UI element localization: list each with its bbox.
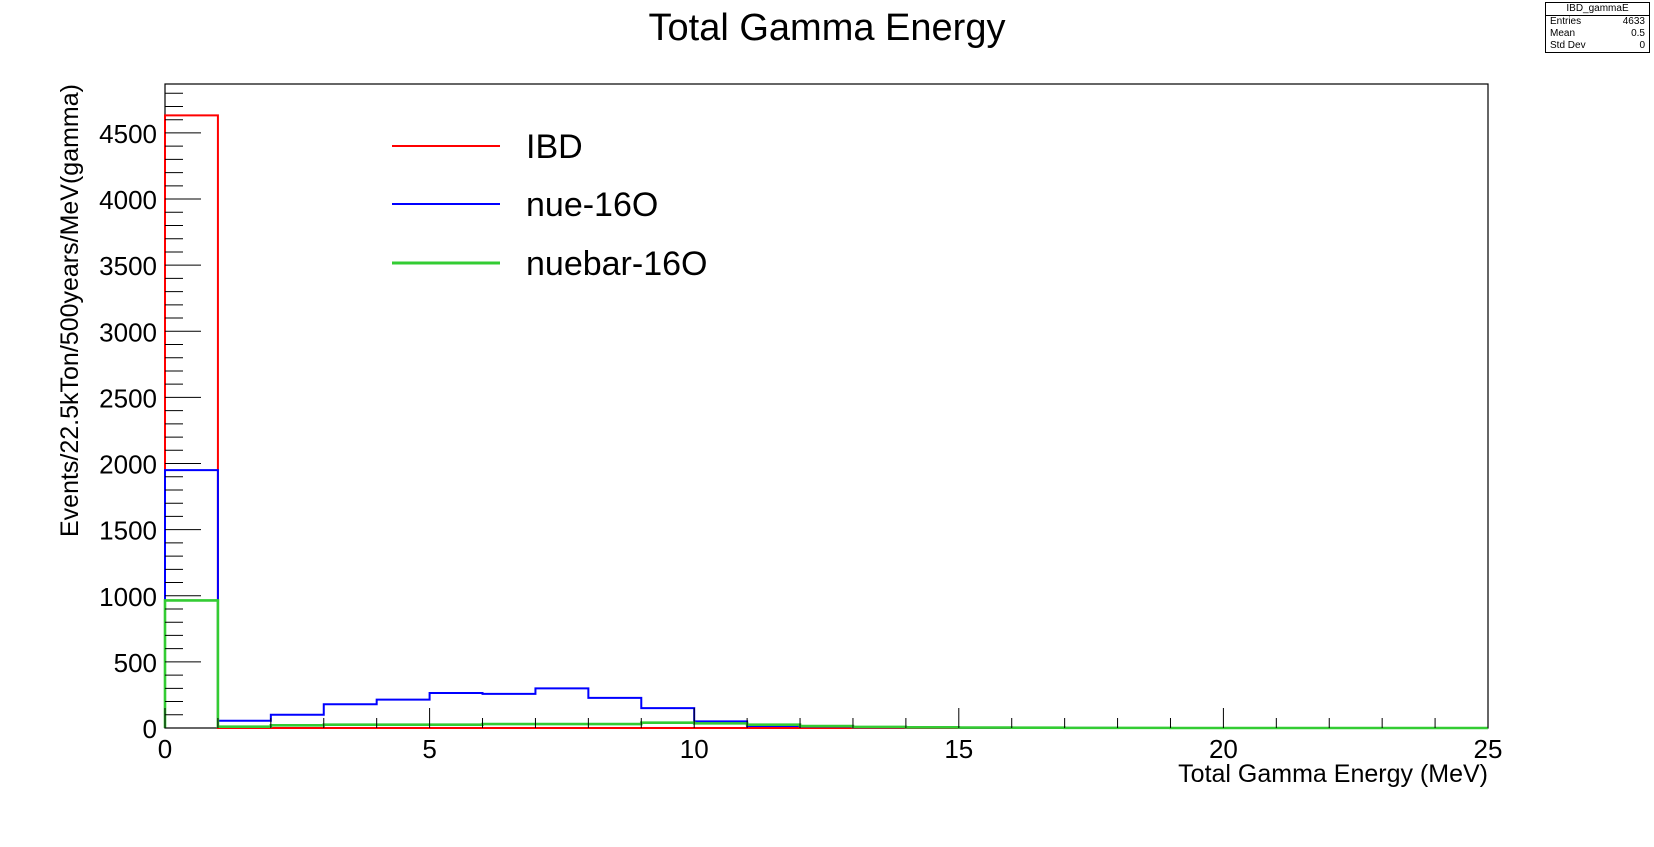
chart-title: Total Gamma Energy [649, 7, 1006, 49]
series-line-IBD [164, 114, 1488, 729]
plot-frame-rect [164, 83, 1489, 729]
x-tick-label: 5 [422, 734, 436, 764]
stats-value: 0.5 [1631, 28, 1645, 39]
y-tick-label: 2500 [99, 383, 157, 413]
series-line-nue-16O [164, 469, 1488, 729]
x-axis-label: Total Gamma Energy (MeV) [1178, 760, 1488, 788]
x-tick-label: 10 [680, 734, 709, 764]
y-tick-label: 4500 [99, 119, 157, 149]
stats-label: Entries [1550, 16, 1582, 27]
legend-label: IBD [526, 128, 583, 166]
plot-frame [164, 83, 1489, 729]
y-tick-label: 1500 [99, 516, 157, 546]
x-tick-label: 15 [944, 734, 973, 764]
x-tick-label: 0 [158, 734, 172, 764]
y-tick-label: 1000 [99, 582, 157, 612]
legend-label: nuebar-16O [526, 245, 707, 283]
y-tick-label: 2000 [99, 450, 157, 480]
stats-label: Mean [1550, 28, 1576, 39]
axes: 0 500 1000 1500 2000 2500 3000 3500 4000 4500 0 5 10… [99, 92, 1503, 764]
y-tick-label: 3500 [99, 251, 157, 281]
y-tick-label: 500 [114, 648, 157, 678]
y-tick-label: 4000 [99, 185, 157, 215]
stats-label: Std Dev [1550, 40, 1586, 51]
stats-row: Mean 0.5 [1546, 28, 1649, 40]
y-tick-label: 3000 [99, 317, 157, 347]
stats-title: IBD_gammaE [1546, 3, 1649, 16]
y-tick-label: 0 [143, 714, 157, 744]
series-line-nuebar-16O [163, 599, 1488, 730]
series-layer [163, 114, 1488, 730]
y-axis-label: Events/22.5kTon/500years/MeV(gamma) [56, 84, 84, 537]
legend: IBD nue-16O nuebar-16O [392, 128, 707, 283]
stats-value: 0 [1639, 40, 1645, 51]
stats-row: Entries 4633 [1546, 16, 1649, 28]
stats-box: IBD_gammaE Entries 4633 Mean 0.5 Std Dev… [1545, 2, 1650, 53]
stats-value: 4633 [1622, 16, 1645, 27]
stats-row: Std Dev 0 [1546, 40, 1649, 52]
legend-label: nue-16O [526, 186, 658, 224]
x-tick-label: 25 [1474, 734, 1503, 764]
x-tick-label: 20 [1209, 734, 1238, 764]
